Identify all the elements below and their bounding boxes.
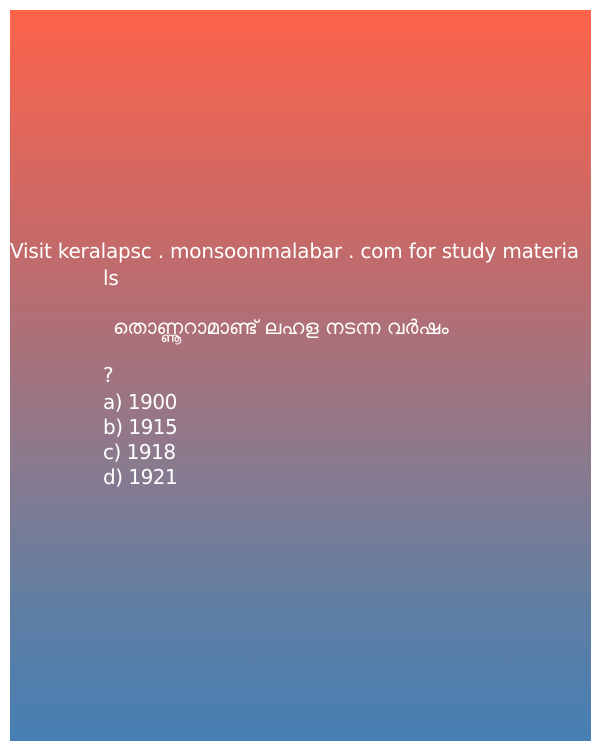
option-b: b) 1915 — [103, 415, 178, 439]
promo-text: Visit keralapsc . monsoonmalabar . com f… — [10, 238, 591, 292]
option-c: c) 1918 — [103, 440, 176, 464]
option-d: d) 1921 — [103, 465, 178, 489]
question-card: Visit keralapsc . monsoonmalabar . com f… — [10, 10, 591, 741]
promo-line-1: Visit keralapsc . monsoonmalabar . com f… — [10, 239, 579, 263]
question-mark: ? — [103, 363, 114, 387]
promo-line-2: ls — [103, 266, 119, 290]
question-text: തൊണ്ണൂറാമാണ്ട് ലഹള നടന്ന വർഷം — [113, 315, 449, 339]
answer-options: a) 1900 b) 1915 c) 1918 d) 1921 — [103, 390, 178, 490]
option-a: a) 1900 — [103, 390, 177, 414]
